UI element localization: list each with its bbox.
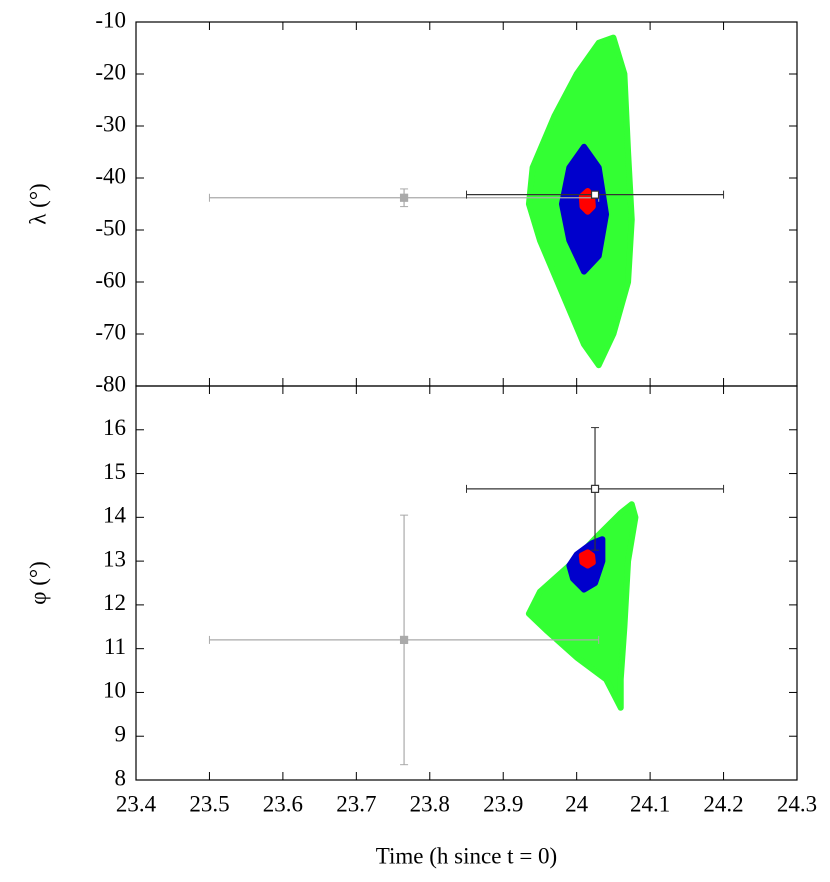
x-tick-label: 23.9 (483, 791, 523, 816)
x-tick-label: 23.5 (189, 791, 229, 816)
point-marker (590, 484, 600, 493)
y-axis-label: φ (°) (25, 561, 50, 605)
x-tick-label: 23.6 (263, 791, 303, 816)
y-tick-label: -30 (95, 111, 126, 136)
x-axis-label: Time (h since t = 0) (376, 843, 557, 868)
x-tick-label: 24.3 (777, 791, 817, 816)
y-axis-label: λ (°) (25, 183, 50, 224)
y-tick-label: 15 (103, 459, 126, 484)
point-marker (399, 193, 409, 202)
panel: 8 9 10 11 12 13 14 15 16 23.4 23.5 23.6 23.7 23.8 23.9… (25, 385, 817, 868)
y-tick-label: 16 (103, 415, 126, 440)
plot-frame (135, 385, 798, 781)
y-tick-label: 14 (103, 503, 127, 528)
x-tick-label: 23.7 (336, 791, 376, 816)
x-tick-label: 24.2 (703, 791, 743, 816)
panel: -10 -20 -30 -40 -50 -60 -70 -80 λ (°) (25, 7, 798, 396)
x-tick-label: 24.1 (630, 791, 670, 816)
y-tick-label: -80 (95, 371, 126, 396)
point-marker (590, 190, 600, 199)
point-cloud (578, 549, 596, 569)
y-tick-label: -40 (95, 163, 126, 188)
y-tick-label: -10 (95, 7, 126, 32)
point-marker (399, 635, 409, 645)
y-tick-label: 11 (104, 634, 126, 659)
y-tick-label: 8 (115, 765, 127, 790)
y-tick-label: 12 (103, 590, 126, 615)
x-tick-label: 23.8 (410, 791, 450, 816)
point-cloud (525, 501, 639, 711)
y-tick-label: 10 (103, 678, 126, 703)
x-tick-label: 23.4 (116, 791, 157, 816)
y-tick-label: -70 (95, 319, 126, 344)
y-tick-label: -60 (95, 267, 126, 292)
y-tick-label: 9 (115, 722, 127, 747)
x-tick-label: 24 (565, 791, 589, 816)
y-tick-label: -50 (95, 215, 126, 240)
y-tick-label: -20 (95, 59, 126, 84)
plot-frame (135, 21, 798, 387)
y-tick-label: 13 (103, 546, 126, 571)
